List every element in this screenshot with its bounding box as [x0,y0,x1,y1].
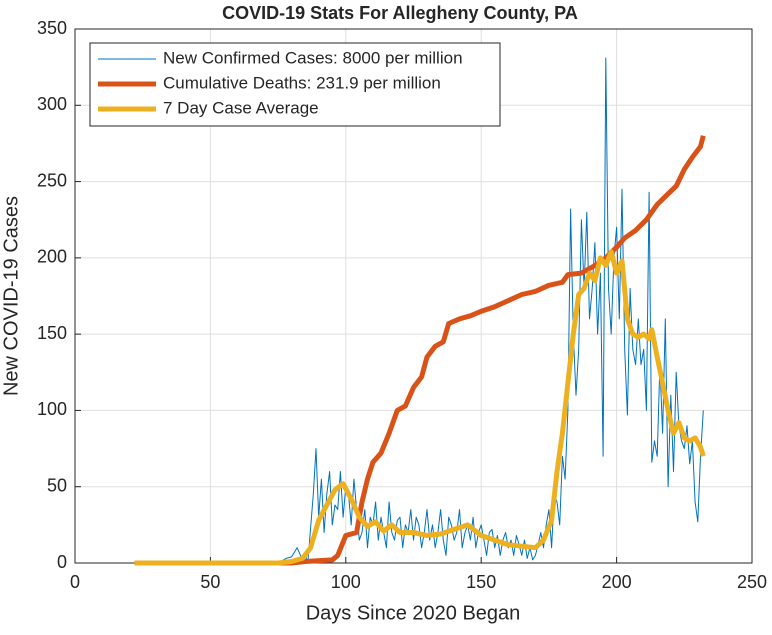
x-tick-label: 100 [331,572,361,592]
x-tick-label: 150 [466,572,496,592]
legend-label: New Confirmed Cases: 8000 per million [163,48,463,67]
x-axis-label: Days Since 2020 Began [306,602,521,624]
y-tick-label: 300 [37,94,67,114]
plot-frame [74,28,753,564]
legend-label: Cumulative Deaths: 231.9 per million [163,73,441,92]
y-axis-label: New COVID-19 Cases [0,196,22,396]
y-tick-label: 0 [57,552,67,572]
series-line [134,57,704,564]
y-tick-label: 50 [47,475,67,495]
chart-title: COVID-19 Stats For Allegheny County, PA [222,3,578,23]
y-tick-label: 150 [37,323,67,343]
y-tick-label: 100 [37,399,67,419]
x-tick-label: 250 [737,572,767,592]
x-tick-label: 50 [200,572,220,592]
legend-label: 7 Day Case Average [163,98,319,117]
x-tick-label: 0 [70,572,80,592]
y-tick-label: 200 [37,247,67,267]
y-tick-label: 250 [37,170,67,190]
x-tick-label: 200 [602,572,632,592]
series-line [134,135,706,566]
y-tick-label: 350 [37,18,67,38]
legend-box [89,42,501,127]
series-line [134,249,706,566]
